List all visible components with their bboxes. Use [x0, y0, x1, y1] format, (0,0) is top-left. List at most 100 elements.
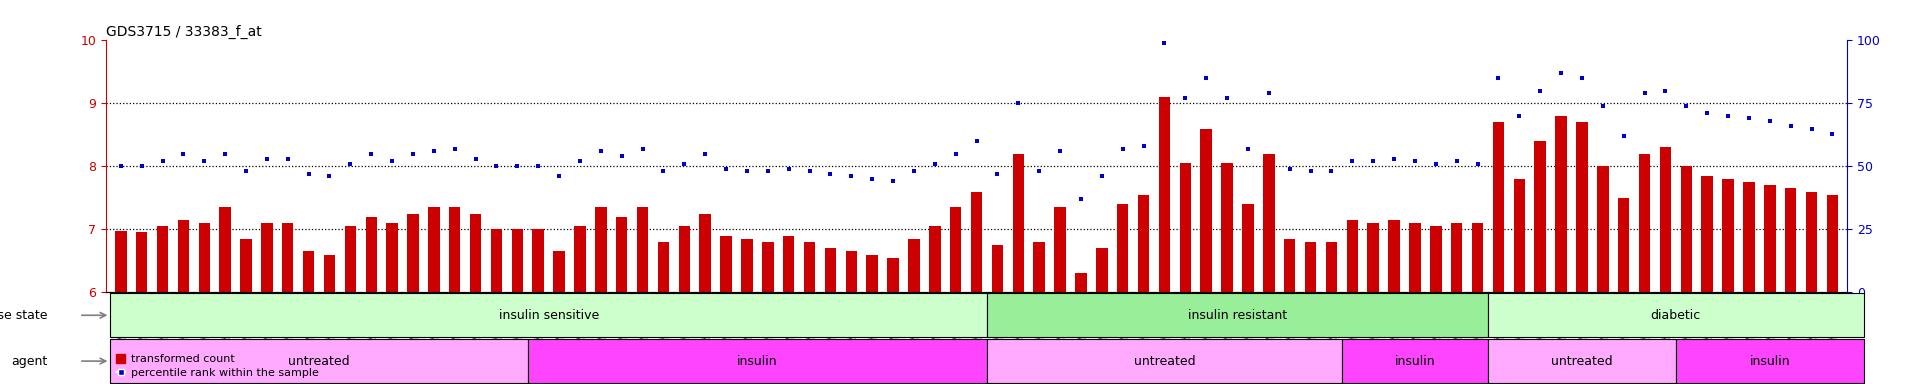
Point: [753, 168, 784, 174]
Bar: [741, 239, 753, 292]
Bar: [303, 252, 315, 292]
Point: [1044, 148, 1075, 154]
Point: [1004, 100, 1034, 106]
Bar: [1534, 141, 1546, 292]
Point: [836, 173, 867, 179]
Point: [1378, 156, 1409, 162]
Bar: [511, 229, 523, 292]
Bar: [1347, 220, 1359, 292]
Text: untreated: untreated: [288, 354, 349, 367]
Point: [1129, 143, 1160, 149]
Point: [689, 151, 720, 157]
Bar: [1681, 166, 1693, 292]
Bar: [720, 236, 731, 292]
Point: [793, 168, 824, 174]
Bar: [1013, 154, 1025, 292]
Bar: [805, 242, 814, 292]
Point: [523, 163, 554, 169]
Text: GDS3715 / 33383_f_at: GDS3715 / 33383_f_at: [106, 25, 262, 39]
Point: [251, 156, 282, 162]
Point: [648, 168, 679, 174]
Bar: [554, 252, 565, 292]
Bar: [594, 207, 606, 292]
Point: [1712, 113, 1743, 119]
Bar: [1451, 223, 1463, 292]
Point: [606, 153, 637, 159]
Bar: [428, 207, 440, 292]
Text: insulin: insulin: [1749, 354, 1791, 367]
Point: [1087, 173, 1117, 179]
Bar: [909, 239, 921, 292]
Text: insulin: insulin: [1395, 354, 1436, 367]
Point: [210, 151, 241, 157]
Point: [1065, 196, 1096, 202]
Point: [1754, 118, 1785, 124]
Bar: [116, 231, 127, 292]
Point: [272, 156, 303, 162]
Point: [899, 168, 930, 174]
Bar: [1139, 195, 1148, 292]
Point: [1567, 75, 1598, 81]
Bar: [199, 223, 210, 292]
Bar: [986, 339, 1341, 383]
Bar: [679, 226, 691, 292]
Bar: [1409, 223, 1420, 292]
Bar: [1492, 122, 1503, 292]
Point: [982, 171, 1013, 177]
Bar: [1675, 339, 1864, 383]
Bar: [469, 214, 481, 292]
Bar: [1054, 207, 1065, 292]
Point: [459, 156, 490, 162]
Bar: [386, 223, 398, 292]
Bar: [1326, 242, 1337, 292]
Bar: [950, 207, 961, 292]
Point: [355, 151, 386, 157]
Point: [336, 161, 367, 167]
Point: [1629, 90, 1660, 96]
Bar: [345, 226, 357, 292]
Bar: [992, 245, 1004, 292]
Point: [1733, 115, 1764, 121]
Text: insulin: insulin: [737, 354, 778, 367]
Legend: transformed count, percentile rank within the sample: transformed count, percentile rank withi…: [112, 350, 322, 382]
Point: [398, 151, 428, 157]
Text: insulin resistant: insulin resistant: [1189, 309, 1287, 322]
Point: [440, 146, 471, 152]
Bar: [1806, 192, 1818, 292]
Bar: [1158, 97, 1170, 292]
Point: [1546, 70, 1577, 76]
Bar: [110, 293, 986, 337]
Bar: [1305, 242, 1316, 292]
Point: [1148, 40, 1179, 46]
Text: disease state: disease state: [0, 309, 48, 322]
Bar: [845, 252, 857, 292]
Bar: [1488, 339, 1675, 383]
Point: [1420, 161, 1451, 167]
Bar: [490, 229, 502, 292]
Point: [502, 163, 533, 169]
Text: diabetic: diabetic: [1650, 309, 1700, 322]
Point: [419, 148, 450, 154]
Point: [774, 166, 805, 172]
Bar: [1200, 129, 1212, 292]
Bar: [1785, 189, 1797, 292]
Bar: [1660, 147, 1671, 292]
Bar: [1473, 223, 1484, 292]
Point: [1212, 95, 1243, 101]
Bar: [1033, 242, 1044, 292]
Bar: [407, 214, 419, 292]
Bar: [156, 226, 168, 292]
Point: [670, 161, 701, 167]
Bar: [971, 192, 982, 292]
Bar: [1430, 226, 1442, 292]
Bar: [220, 207, 232, 292]
Point: [710, 166, 741, 172]
Bar: [527, 339, 986, 383]
Point: [585, 148, 616, 154]
Point: [293, 171, 324, 177]
Bar: [261, 223, 272, 292]
Bar: [533, 229, 544, 292]
Point: [1274, 166, 1305, 172]
Bar: [110, 339, 527, 383]
Bar: [575, 226, 585, 292]
